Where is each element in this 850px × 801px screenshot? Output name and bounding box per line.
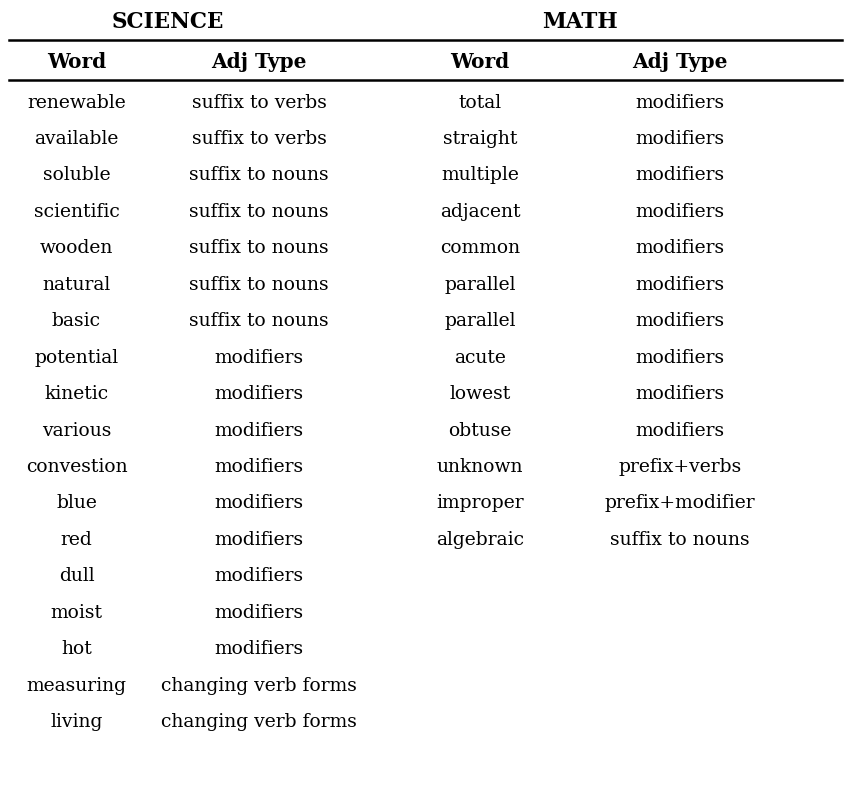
Text: Word: Word (47, 53, 106, 72)
Text: algebraic: algebraic (436, 531, 524, 549)
Text: modifiers: modifiers (636, 348, 724, 367)
Text: straight: straight (443, 130, 518, 148)
Text: potential: potential (35, 348, 118, 367)
Text: suffix to nouns: suffix to nouns (610, 531, 750, 549)
Text: adjacent: adjacent (440, 203, 520, 221)
Text: Word: Word (450, 53, 510, 72)
Text: modifiers: modifiers (215, 385, 303, 403)
Text: acute: acute (454, 348, 507, 367)
Text: modifiers: modifiers (636, 167, 724, 184)
Text: available: available (34, 130, 119, 148)
Text: modifiers: modifiers (636, 312, 724, 330)
Text: modifiers: modifiers (636, 421, 724, 440)
Text: dull: dull (59, 567, 94, 586)
Text: soluble: soluble (42, 167, 110, 184)
Text: Adj Type: Adj Type (632, 53, 728, 72)
Text: suffix to verbs: suffix to verbs (192, 94, 326, 111)
Text: obtuse: obtuse (449, 421, 512, 440)
Text: changing verb forms: changing verb forms (162, 713, 357, 731)
Text: wooden: wooden (40, 239, 113, 257)
Text: suffix to nouns: suffix to nouns (190, 203, 329, 221)
Text: modifiers: modifiers (215, 604, 303, 622)
Text: improper: improper (436, 494, 524, 513)
Text: natural: natural (42, 276, 110, 294)
Text: scientific: scientific (34, 203, 119, 221)
Text: lowest: lowest (450, 385, 511, 403)
Text: modifiers: modifiers (215, 458, 303, 476)
Text: unknown: unknown (437, 458, 524, 476)
Text: modifiers: modifiers (636, 239, 724, 257)
Text: modifiers: modifiers (636, 94, 724, 111)
Text: moist: moist (50, 604, 103, 622)
Text: modifiers: modifiers (215, 640, 303, 658)
Text: modifiers: modifiers (636, 385, 724, 403)
Text: total: total (459, 94, 502, 111)
Text: living: living (50, 713, 103, 731)
Text: various: various (42, 421, 111, 440)
Text: convestion: convestion (26, 458, 128, 476)
Text: SCIENCE: SCIENCE (111, 11, 224, 34)
Text: modifiers: modifiers (215, 531, 303, 549)
Text: prefix+modifier: prefix+modifier (604, 494, 756, 513)
Text: suffix to nouns: suffix to nouns (190, 167, 329, 184)
Text: blue: blue (56, 494, 97, 513)
Text: multiple: multiple (441, 167, 519, 184)
Text: suffix to nouns: suffix to nouns (190, 312, 329, 330)
Text: modifiers: modifiers (215, 421, 303, 440)
Text: modifiers: modifiers (636, 203, 724, 221)
Text: hot: hot (61, 640, 92, 658)
Text: parallel: parallel (445, 276, 516, 294)
Text: prefix+verbs: prefix+verbs (618, 458, 741, 476)
Text: renewable: renewable (27, 94, 126, 111)
Text: suffix to nouns: suffix to nouns (190, 276, 329, 294)
Text: red: red (60, 531, 93, 549)
Text: common: common (440, 239, 520, 257)
Text: MATH: MATH (542, 11, 618, 34)
Text: measuring: measuring (26, 677, 127, 694)
Text: modifiers: modifiers (636, 276, 724, 294)
Text: modifiers: modifiers (215, 348, 303, 367)
Text: modifiers: modifiers (215, 567, 303, 586)
Text: modifiers: modifiers (636, 130, 724, 148)
Text: Adj Type: Adj Type (212, 53, 307, 72)
Text: suffix to verbs: suffix to verbs (192, 130, 326, 148)
Text: kinetic: kinetic (44, 385, 109, 403)
Text: parallel: parallel (445, 312, 516, 330)
Text: modifiers: modifiers (215, 494, 303, 513)
Text: suffix to nouns: suffix to nouns (190, 239, 329, 257)
Text: changing verb forms: changing verb forms (162, 677, 357, 694)
Text: basic: basic (52, 312, 101, 330)
